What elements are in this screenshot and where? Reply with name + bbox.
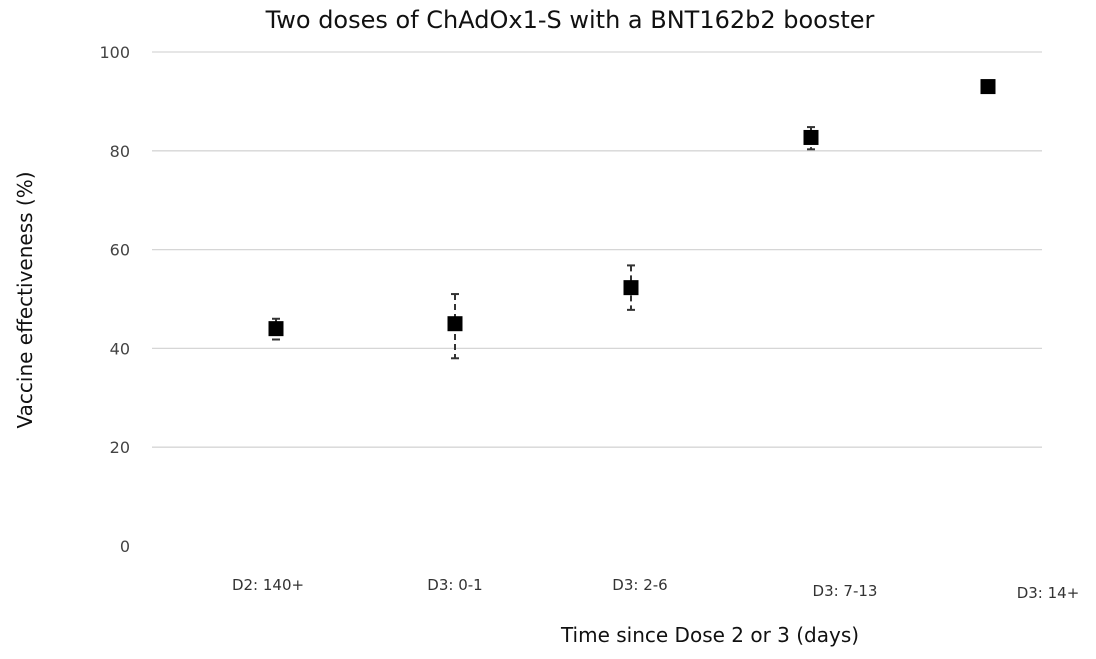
x-category-label: D3: 7-13: [813, 582, 878, 600]
x-category-label: D3: 14+: [1017, 584, 1080, 602]
y-tick-label: 60: [110, 241, 130, 260]
x-axis-categories: D2: 140+ D3: 0-1 D3: 2-6 D3: 7-13 D3: 14+: [232, 576, 1079, 602]
error-bars: [272, 82, 992, 360]
data-point: [980, 79, 996, 95]
y-tick-label: 0: [120, 537, 130, 556]
data-point: [268, 321, 284, 337]
y-tick-label: 100: [99, 43, 130, 62]
data-point: [803, 129, 819, 145]
x-category-label: D3: 0-1: [427, 576, 482, 594]
data-point: [623, 280, 639, 296]
y-axis-ticks: 0 20 40 60 80 100: [99, 43, 130, 556]
y-axis-label: Vaccine effectiveness (%): [13, 172, 37, 429]
y-tick-label: 40: [110, 339, 130, 358]
x-axis-label: Time since Dose 2 or 3 (days): [560, 623, 859, 647]
data-points: [268, 79, 996, 337]
x-category-label: D3: 2-6: [612, 576, 667, 594]
y-tick-label: 80: [110, 142, 130, 161]
chart-title: Two doses of ChAdOx1-S with a BNT162b2 b…: [265, 6, 875, 34]
y-tick-label: 20: [110, 438, 130, 457]
data-point: [447, 316, 463, 332]
gridlines: [152, 51, 1042, 448]
x-category-label: D2: 140+: [232, 576, 304, 594]
